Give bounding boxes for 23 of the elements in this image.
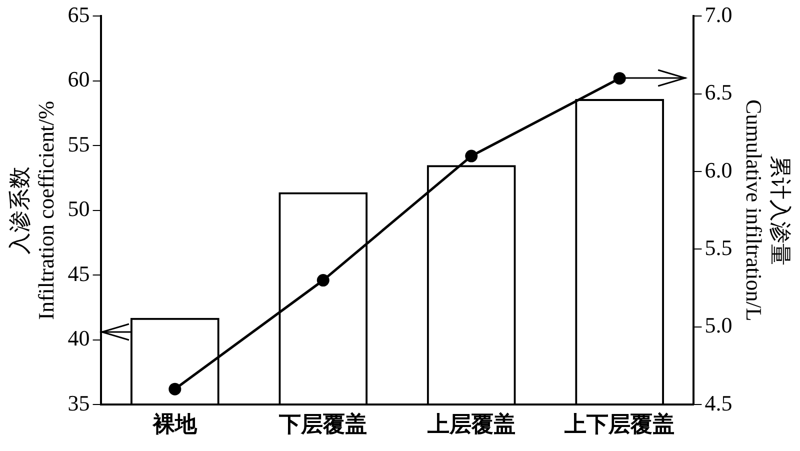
y2-tick-label: 6.0 (704, 157, 732, 182)
x-tick-label: 上下层覆盖 (564, 411, 675, 436)
y2-tick-label: 5.0 (704, 312, 732, 338)
y2-tick-label: 5.5 (704, 235, 732, 260)
point (465, 150, 478, 162)
y2-tick-label: 6.5 (704, 80, 732, 105)
y-tick-label: 45 (68, 260, 90, 286)
point (168, 382, 182, 396)
y2-tick-label: 7.0 (704, 2, 732, 27)
y-tick-label: 60 (68, 66, 90, 92)
y-tick-label: 35 (68, 390, 90, 416)
x-tick-label: 裸地 (152, 411, 198, 436)
y-tick-label: 40 (68, 326, 90, 351)
y2-tick-label: 4.5 (704, 390, 732, 416)
x-tick-label: 上层覆盖 (426, 411, 516, 436)
point (316, 274, 330, 287)
point (613, 72, 626, 85)
y-tick-label: 55 (68, 131, 90, 156)
y2-axis-title: 累计入渗量 Cumulative infiltration/L (742, 100, 794, 322)
x-tick-label: 下层覆盖 (278, 411, 368, 436)
y-tick-label: 50 (68, 196, 90, 222)
y-tick-label: 65 (68, 2, 90, 27)
y-axis-title: 入渗系数 Infiltration coefficient/% (6, 100, 58, 320)
